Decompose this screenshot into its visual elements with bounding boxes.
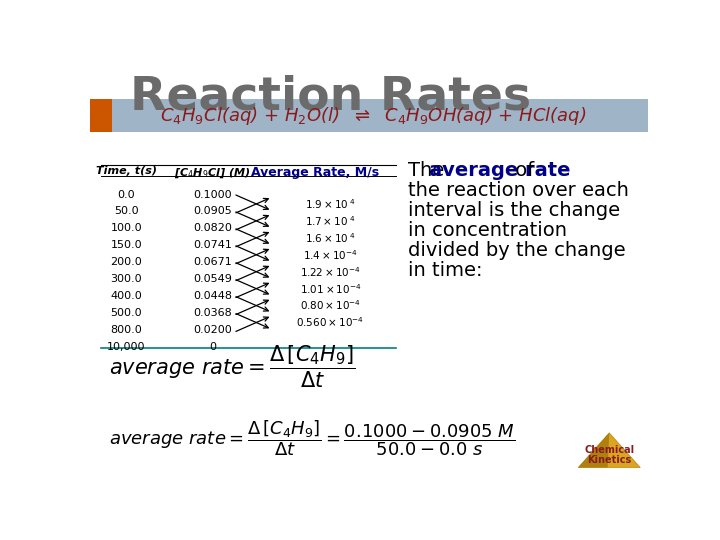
Text: 0.0671: 0.0671 (193, 257, 232, 267)
Text: 0: 0 (209, 342, 216, 352)
Text: $1.7 \times 10^{\ 4}$: $1.7 \times 10^{\ 4}$ (305, 214, 356, 228)
Text: Average Rate, M/s: Average Rate, M/s (251, 166, 379, 179)
Text: 10,000: 10,000 (107, 342, 145, 352)
Text: $1.6 \times 10^{\ 4}$: $1.6 \times 10^{\ 4}$ (305, 231, 356, 245)
Text: 150.0: 150.0 (111, 240, 143, 251)
Bar (90, 99, 648, 132)
Text: Kinetics: Kinetics (587, 455, 631, 465)
Text: $\mathit{average\ rate} = \dfrac{\Delta\,[C_4H_9]}{\Delta t}$: $\mathit{average\ rate} = \dfrac{\Delta\… (109, 343, 356, 390)
Text: $1.9 \times 10^{\ 4}$: $1.9 \times 10^{\ 4}$ (305, 197, 356, 211)
Text: $1.22 \times 10^{-4}$: $1.22 \times 10^{-4}$ (300, 265, 361, 279)
Text: average rate: average rate (429, 161, 571, 180)
Text: [C$_4$H$_9$Cl] (M): [C$_4$H$_9$Cl] (M) (174, 166, 251, 180)
Text: the reaction over each: the reaction over each (408, 181, 629, 200)
Text: Time, t(s): Time, t(s) (96, 166, 157, 177)
Text: 0.0448: 0.0448 (193, 291, 232, 301)
Text: interval is the change: interval is the change (408, 201, 620, 220)
Text: 0.0905: 0.0905 (193, 206, 232, 217)
Text: $1.4 \times 10^{-4}$: $1.4 \times 10^{-4}$ (303, 248, 358, 262)
Text: 500.0: 500.0 (111, 308, 143, 318)
Text: Chemical: Chemical (584, 445, 634, 455)
Text: Reaction Rates: Reaction Rates (130, 75, 531, 120)
Text: 0.0200: 0.0200 (193, 325, 232, 335)
Text: 50.0: 50.0 (114, 206, 139, 217)
Text: 0.0549: 0.0549 (193, 274, 232, 284)
Text: 0.1000: 0.1000 (193, 190, 232, 200)
Text: 100.0: 100.0 (111, 224, 143, 233)
Text: $\mathit{average\ rate} = \dfrac{\Delta\,[C_4H_9]}{\Delta t} = \dfrac{0.1000 - 0: $\mathit{average\ rate} = \dfrac{\Delta\… (109, 418, 516, 458)
Text: 0.0: 0.0 (117, 190, 135, 200)
Polygon shape (578, 433, 609, 468)
Text: 0.0820: 0.0820 (193, 224, 232, 233)
Text: 0.0368: 0.0368 (193, 308, 232, 318)
Text: $0.80 \times 10^{-4}$: $0.80 \times 10^{-4}$ (300, 299, 361, 313)
Text: 0.0741: 0.0741 (193, 240, 232, 251)
Text: in concentration: in concentration (408, 221, 567, 240)
Text: divided by the change: divided by the change (408, 241, 626, 260)
Text: The: The (408, 161, 450, 180)
Text: of: of (509, 161, 534, 180)
Text: 800.0: 800.0 (111, 325, 143, 335)
Text: $0.560 \times 10^{-4}$: $0.560 \times 10^{-4}$ (296, 315, 364, 329)
Text: 200.0: 200.0 (111, 257, 143, 267)
Polygon shape (578, 433, 640, 468)
Bar (90, 99, 112, 132)
Text: $1.01 \times 10^{-4}$: $1.01 \times 10^{-4}$ (300, 282, 361, 295)
Text: C$_4$H$_9$Cl($aq$) + H$_2$O($l$)  $\rightleftharpoons$  C$_4$H$_9$OH($aq$) + HCl: C$_4$H$_9$Cl($aq$) + H$_2$O($l$) $\right… (160, 105, 586, 126)
Text: 300.0: 300.0 (111, 274, 143, 284)
Text: 400.0: 400.0 (111, 291, 143, 301)
Text: in time:: in time: (408, 261, 482, 280)
